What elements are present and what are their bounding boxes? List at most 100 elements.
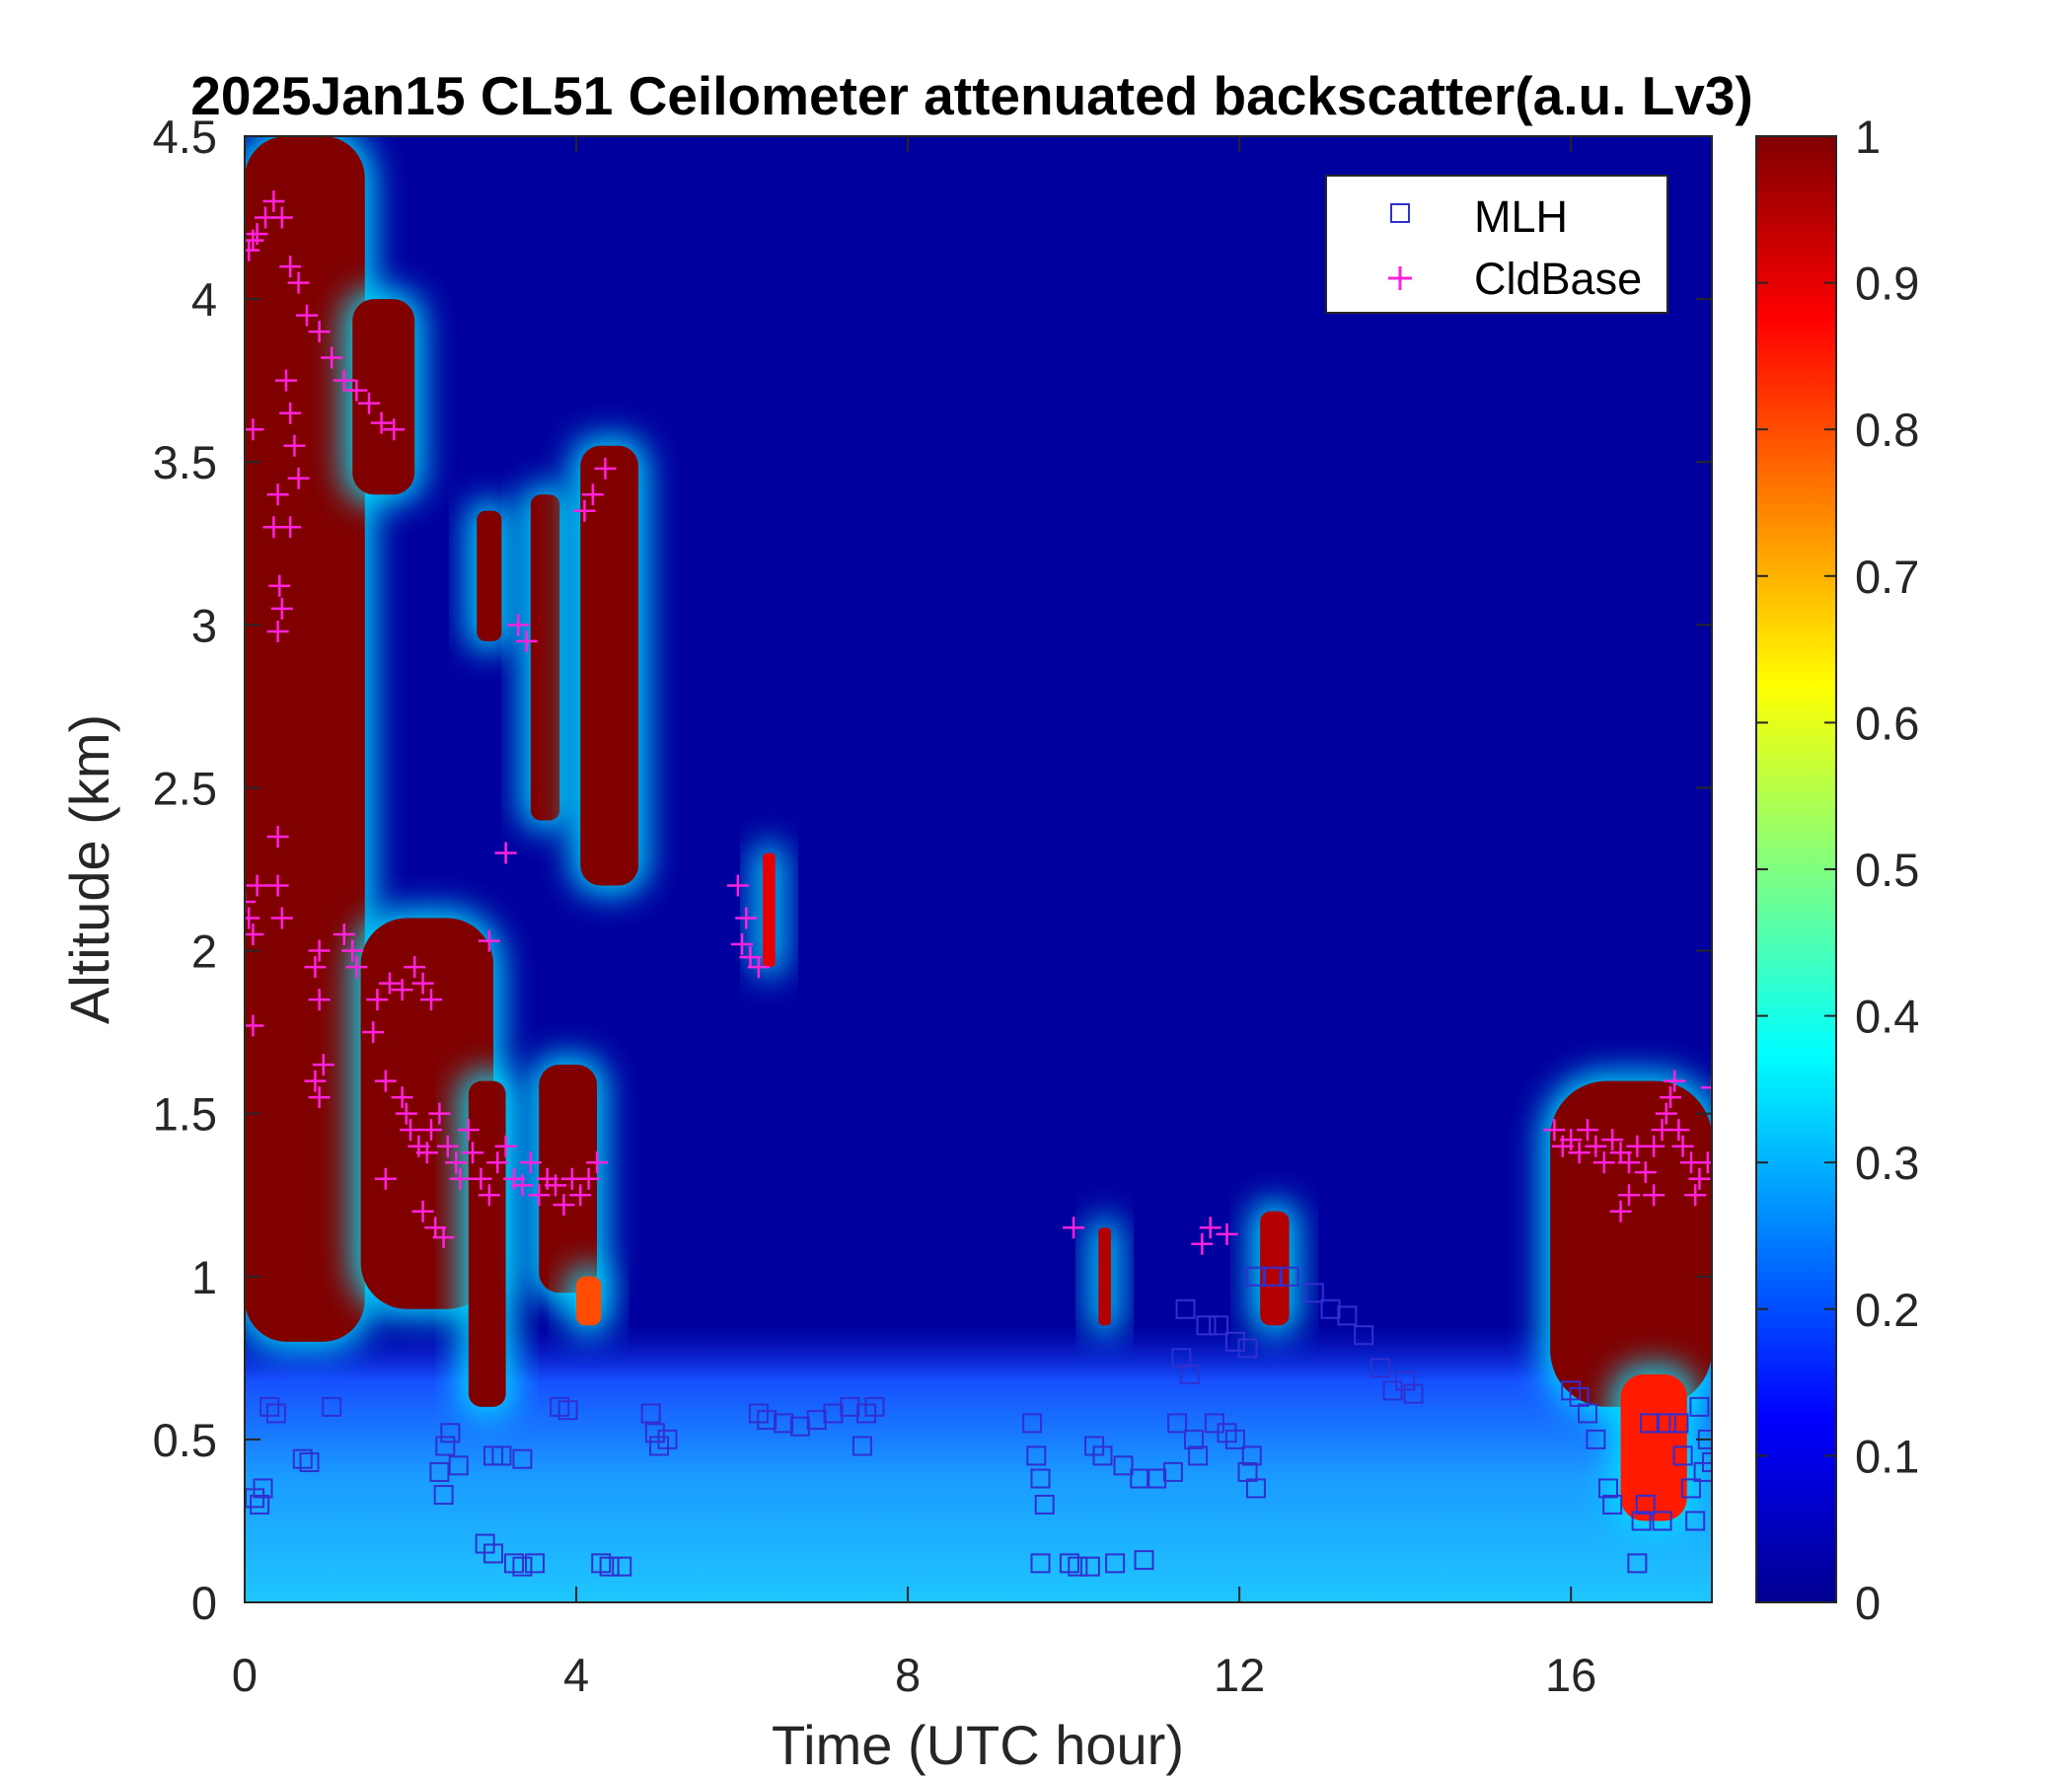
cldbase-marker xyxy=(374,1070,397,1092)
legend-cldbase-label: CldBase xyxy=(1474,254,1642,304)
cldbase-marker xyxy=(586,1151,609,1174)
cldbase-marker xyxy=(374,1167,397,1190)
mlh-marker xyxy=(322,1396,342,1417)
x-tick-label: 4 xyxy=(563,1649,589,1701)
mlh-marker xyxy=(1241,1445,1262,1466)
mlh-marker xyxy=(292,1448,313,1469)
cldbase-marker xyxy=(245,239,260,261)
cldbase-marker xyxy=(1684,1184,1707,1207)
y-tick-label: 4 xyxy=(191,273,217,326)
mlh-marker xyxy=(1627,1553,1648,1574)
mlh-marker xyxy=(265,1403,286,1424)
cldbase-marker xyxy=(420,989,443,1011)
backscatter-region xyxy=(576,1276,602,1326)
cldbase-marker xyxy=(268,574,291,597)
mlh-marker xyxy=(1147,1468,1167,1489)
mlh-marker xyxy=(789,1416,810,1437)
cldbase-marker xyxy=(333,924,355,946)
y-axis: 0 0.5 1 1.5 2 2.5 3 3.5 4 4.5 xyxy=(153,111,1712,1629)
cldbase-marker xyxy=(341,939,364,962)
mlh-marker xyxy=(1303,1283,1324,1303)
mlh-marker xyxy=(1175,1298,1196,1319)
cldbase-marker xyxy=(511,1174,534,1197)
cldbase-marker xyxy=(245,418,264,441)
y-tick-label: 2 xyxy=(191,925,217,978)
cldbase-marker xyxy=(283,434,306,457)
cldbase-marker xyxy=(279,402,302,424)
cldbase-marker xyxy=(420,1119,443,1142)
mlh-marker xyxy=(512,1448,533,1469)
cldbase-marker xyxy=(1063,1217,1085,1239)
colorbar-gradient xyxy=(1755,135,1837,1603)
cldbase-marker xyxy=(436,1135,459,1157)
mlh-marker xyxy=(1631,1511,1652,1531)
mlh-marker xyxy=(640,1403,661,1424)
mlh-marker xyxy=(1577,1403,1597,1424)
cldbase-marker xyxy=(1609,1200,1632,1222)
cldbase-marker xyxy=(308,939,331,962)
cldbase-marker xyxy=(379,972,402,995)
mlh-marker xyxy=(1702,1452,1712,1473)
mlh-marker xyxy=(1068,1556,1088,1577)
mlh-marker xyxy=(1224,1429,1245,1449)
cldbase-marker xyxy=(308,1086,331,1109)
y-tick-label: 1 xyxy=(191,1251,217,1303)
mlh-marker xyxy=(1656,1413,1676,1434)
cldbase-marker xyxy=(345,956,368,979)
cldbase-marker xyxy=(400,1119,422,1142)
y-tick-label: 0.5 xyxy=(153,1414,217,1466)
cldbase-marker xyxy=(287,271,310,294)
mlh-marker xyxy=(806,1410,827,1431)
backscatter-region xyxy=(763,852,776,968)
x-axis: 0 4 8 12 16 xyxy=(232,136,1596,1701)
mlh-marker xyxy=(599,1556,620,1577)
cldbase-marker xyxy=(1601,1129,1624,1151)
cldbase-marker xyxy=(245,1014,264,1037)
colorbar-ticks: 0 0.1 0.2 0.3 0.4 0.5 0.6 0.7 0.8 0.9 1 xyxy=(1756,111,1919,1629)
cldbase-marker xyxy=(735,907,758,929)
cldbase-marker xyxy=(304,956,327,979)
cldbase-marker xyxy=(287,467,310,489)
y-tick-label: 3.5 xyxy=(153,436,217,488)
cldbase-marker xyxy=(1667,1119,1690,1142)
cldbase-marker xyxy=(528,1184,551,1207)
mlh-marker xyxy=(1597,1478,1618,1499)
mlh-marker xyxy=(1034,1494,1055,1515)
cldbase-marker xyxy=(494,842,517,864)
mlh-marker xyxy=(1635,1494,1656,1515)
mlh-marker xyxy=(1602,1494,1623,1515)
mlh-marker xyxy=(1113,1455,1134,1476)
mlh-marker xyxy=(1167,1413,1188,1434)
cldbase-marker xyxy=(428,1102,451,1125)
mlh-marker xyxy=(429,1461,450,1482)
mlh-marker xyxy=(1639,1413,1660,1434)
backscatter-region xyxy=(530,494,560,821)
cldbase-marker xyxy=(362,1021,385,1044)
cldbase-marker xyxy=(304,1070,327,1092)
cldbase-marker xyxy=(1643,1135,1665,1157)
mlh-marker xyxy=(1224,1331,1245,1352)
x-tick-label: 8 xyxy=(895,1649,921,1701)
cldbase-marker xyxy=(1701,1076,1712,1099)
cldbase-marker xyxy=(457,1119,480,1142)
cldbase-marker xyxy=(1664,1070,1686,1092)
cldbase-marker xyxy=(486,1151,509,1174)
mlh-marker xyxy=(1022,1413,1043,1434)
y-tick-label: 1.5 xyxy=(153,1088,217,1141)
cldbase-marker xyxy=(270,597,293,620)
cldbase-marker xyxy=(1585,1135,1607,1157)
mlh-marker xyxy=(1354,1325,1374,1346)
colorbar-tick-label: 0.4 xyxy=(1855,991,1919,1043)
mlh-marker xyxy=(491,1445,512,1466)
colorbar-tick-label: 1 xyxy=(1855,111,1881,163)
cldbase-marker xyxy=(545,1174,567,1197)
cldbase-marker xyxy=(1199,1217,1221,1239)
mlh-marker xyxy=(657,1429,678,1449)
x-tick-label: 16 xyxy=(1545,1649,1596,1701)
cldbase-marker xyxy=(275,369,298,392)
colorbar-tick-label: 0 xyxy=(1855,1577,1881,1629)
cldbase-marker xyxy=(432,1226,455,1249)
y-axis-label: Altitude (km) xyxy=(58,714,120,1024)
backscatter-region xyxy=(1098,1227,1111,1326)
mlh-marker xyxy=(448,1455,469,1476)
